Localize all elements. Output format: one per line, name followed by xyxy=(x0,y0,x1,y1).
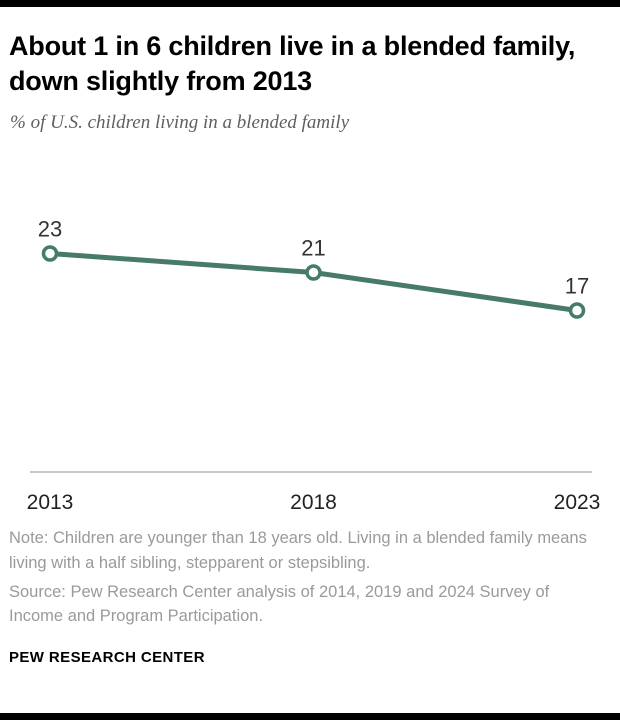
data-point-2018 xyxy=(305,264,322,281)
brand-footer: PEW RESEARCH CENTER xyxy=(9,649,205,667)
data-point-2013 xyxy=(41,245,59,262)
trend-line xyxy=(47,251,580,314)
line-chart: 23 2013 21 2018 17 2023 xyxy=(27,217,601,515)
x-axis-label: 2018 xyxy=(290,491,337,514)
bottom-divider-bar xyxy=(0,713,620,720)
chart-card: About 1 in 6 children live in a blended … xyxy=(0,7,620,666)
note-text: Note: Children are younger than 18 years… xyxy=(9,529,587,572)
chart-subtitle: % of U.S. children living in a blended f… xyxy=(10,112,350,134)
chart-title: About 1 in 6 children live in a blended … xyxy=(9,31,576,97)
value-label: 21 xyxy=(301,236,325,261)
source-text: Source: Pew Research Center analysis of … xyxy=(9,582,550,626)
value-label: 17 xyxy=(565,274,589,299)
data-point-2023 xyxy=(568,302,586,319)
top-divider-bar xyxy=(0,0,620,7)
x-axis-label: 2013 xyxy=(27,491,74,514)
x-axis-label: 2023 xyxy=(554,491,601,514)
value-label: 23 xyxy=(38,217,62,242)
